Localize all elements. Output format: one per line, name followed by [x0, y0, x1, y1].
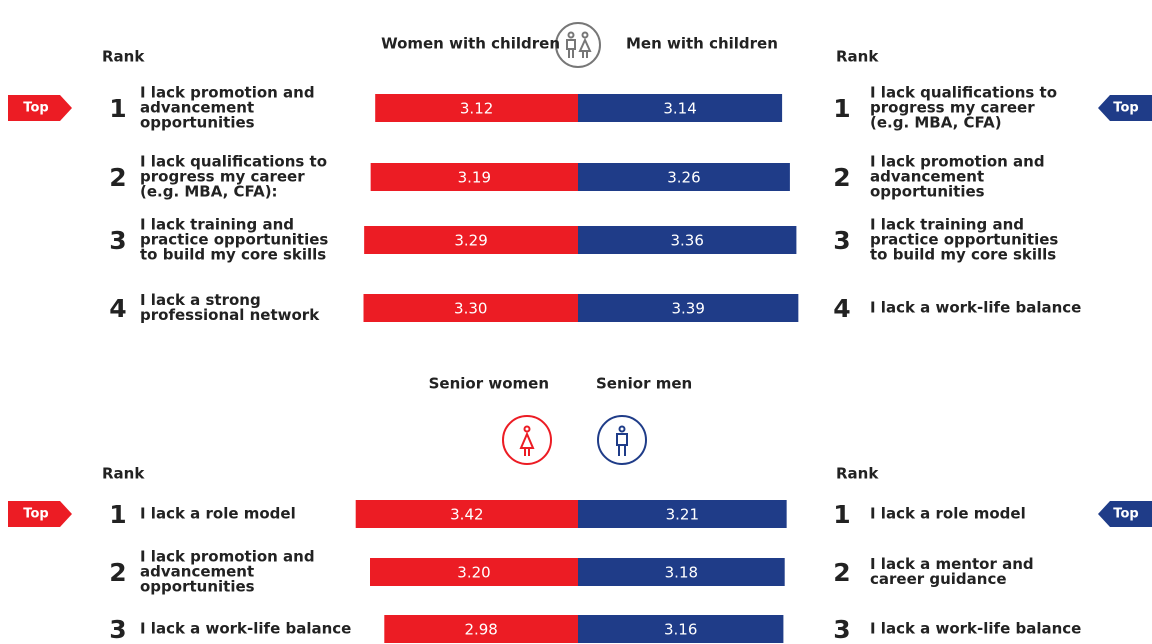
value-label: 3.21	[666, 506, 699, 524]
value-label: 3.19	[458, 169, 491, 187]
top-tag-label: Top	[1113, 507, 1138, 522]
rank-number: 3	[833, 615, 850, 644]
rank-number: 4	[109, 294, 126, 323]
rank-number: 3	[109, 226, 126, 255]
item-label: I lack a work-life balance	[870, 620, 1081, 638]
item-label: I lack training and	[140, 216, 294, 234]
top-tag	[8, 501, 72, 527]
series-title: Women with children	[381, 35, 560, 53]
item-label: to build my core skills	[870, 246, 1056, 264]
item-label: I lack a role model	[870, 505, 1026, 523]
rank-header: Rank	[836, 48, 879, 66]
series-title: Senior women	[429, 375, 549, 393]
series-title: Senior men	[596, 375, 692, 393]
item-label: I lack qualifications to	[870, 84, 1057, 102]
item-label: I lack a work-life balance	[140, 620, 351, 638]
rank-header: Rank	[836, 465, 879, 483]
value-label: 3.14	[663, 100, 696, 118]
item-label: (e.g. MBA, CFA)	[870, 114, 1002, 132]
value-label: 3.12	[460, 100, 493, 118]
item-label: to build my core skills	[140, 246, 326, 264]
item-label: I lack a work-life balance	[870, 299, 1081, 317]
bar	[363, 294, 578, 322]
item-label: I lack promotion and	[140, 548, 315, 566]
rank-number: 4	[833, 294, 850, 323]
value-label: 2.98	[464, 621, 497, 639]
rank-number: 2	[833, 163, 850, 192]
bar	[578, 500, 787, 528]
bar	[355, 500, 578, 528]
bar	[370, 558, 578, 586]
rank-number: 1	[833, 500, 850, 529]
icon-parents	[555, 22, 601, 68]
item-label: opportunities	[140, 578, 255, 596]
item-label: I lack training and	[870, 216, 1024, 234]
series-title: Men with children	[626, 35, 778, 53]
rank-number: 1	[109, 500, 126, 529]
icon-senior-woman	[502, 415, 552, 465]
top-tag	[1098, 95, 1152, 121]
rank-number: 2	[109, 163, 126, 192]
value-label: 3.16	[664, 621, 697, 639]
value-label: 3.26	[667, 169, 700, 187]
rank-header: Rank	[102, 48, 145, 66]
item-label: I lack promotion and	[870, 153, 1045, 171]
top-tag-label: Top	[1113, 101, 1138, 116]
rank-number: 1	[109, 94, 126, 123]
bar	[375, 94, 578, 122]
top-tag	[8, 95, 72, 121]
top-tag-label: Top	[23, 507, 48, 522]
bar	[578, 94, 783, 122]
bar	[578, 294, 799, 322]
icon-senior-man	[597, 415, 647, 465]
item-label: advancement	[140, 563, 254, 581]
item-label: I lack qualifications to	[140, 153, 327, 171]
item-label: I lack a role model	[140, 505, 296, 523]
top-tag	[1098, 501, 1152, 527]
item-label: practice opportunities	[870, 231, 1058, 249]
rank-number: 3	[833, 226, 850, 255]
value-label: 3.30	[454, 300, 487, 318]
item-label: professional network	[140, 306, 320, 324]
item-label: practice opportunities	[140, 231, 328, 249]
bar	[578, 163, 790, 191]
value-label: 3.18	[665, 564, 698, 582]
bar	[384, 615, 578, 643]
item-label: advancement	[140, 99, 254, 117]
value-label: 3.20	[457, 564, 490, 582]
rank-number: 1	[833, 94, 850, 123]
item-label: progress my career	[870, 99, 1035, 117]
rank-number: 3	[109, 615, 126, 644]
item-label: career guidance	[870, 570, 1007, 588]
bar	[578, 615, 784, 643]
bar	[370, 163, 578, 191]
bar	[364, 226, 578, 254]
rank-header: Rank	[102, 465, 145, 483]
item-label: progress my career	[140, 168, 305, 186]
value-label: 3.42	[450, 506, 483, 524]
bar	[578, 558, 785, 586]
top-tag-label: Top	[23, 101, 48, 116]
bar	[578, 226, 797, 254]
item-label: opportunities	[870, 183, 985, 201]
item-label: I lack a strong	[140, 291, 261, 309]
value-label: 3.39	[671, 300, 704, 318]
item-label: I lack a mentor and	[870, 555, 1034, 573]
item-label: I lack promotion and	[140, 84, 315, 102]
item-label: (e.g. MBA, CFA):	[140, 183, 278, 201]
item-label: advancement	[870, 168, 984, 186]
rank-number: 2	[109, 558, 126, 587]
item-label: opportunities	[140, 114, 255, 132]
value-label: 3.36	[670, 232, 703, 250]
rank-number: 2	[833, 558, 850, 587]
value-label: 3.29	[454, 232, 487, 250]
